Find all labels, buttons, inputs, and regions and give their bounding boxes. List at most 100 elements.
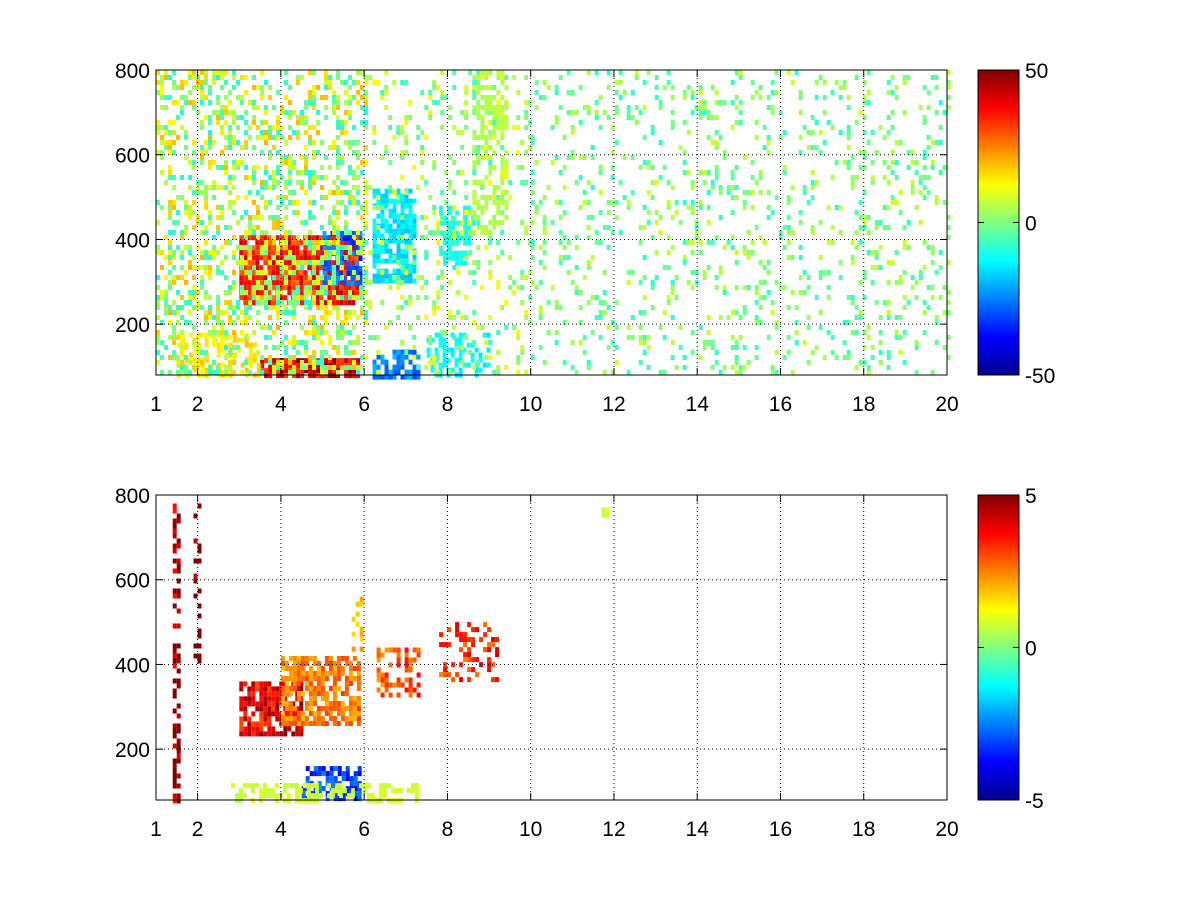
heatmap-cell [184, 210, 188, 215]
heatmap-cell [412, 233, 417, 239]
heatmap-cell [292, 661, 297, 666]
heatmap-cell [534, 90, 539, 95]
heatmap-cell [610, 150, 615, 155]
heatmap-cell [862, 150, 867, 155]
heatmap-cell [380, 193, 385, 199]
heatmap-cell [886, 310, 891, 315]
heatmap-cell [698, 325, 703, 330]
heatmap-cell [488, 315, 493, 320]
heatmap-cell [666, 300, 671, 305]
heatmap-cell [444, 230, 449, 235]
heatmap-cell [216, 310, 220, 315]
heatmap-cell [272, 105, 276, 110]
heatmap-cell [255, 681, 260, 687]
heatmap-cell [463, 652, 468, 658]
heatmap-cell [228, 200, 232, 205]
heatmap-cell [798, 110, 803, 115]
heatmap-cell [642, 225, 647, 230]
heatmap-cell [416, 315, 421, 320]
heatmap-cell [196, 305, 200, 310]
heatmap-cell [483, 632, 488, 638]
heatmap-cell [228, 140, 232, 145]
heatmap-cell [348, 230, 352, 235]
heatmap-cell [204, 320, 208, 325]
heatmap-cell [408, 369, 413, 375]
heatmap-cell [288, 165, 292, 170]
heatmap-cell [264, 280, 268, 285]
heatmap-cell [492, 150, 497, 155]
heatmap-cell [282, 783, 287, 789]
heatmap-cell [698, 115, 703, 120]
heatmap-cell [168, 250, 172, 255]
heatmap-cell [268, 155, 272, 160]
heatmap-cell [228, 320, 232, 325]
heatmap-cell [484, 200, 489, 205]
heatmap-cell [328, 355, 332, 360]
heatmap-cell [432, 210, 437, 215]
heatmap-cell [172, 275, 176, 280]
heatmap-cell [574, 370, 579, 375]
heatmap-cell [638, 340, 643, 345]
heatmap-cell [239, 280, 244, 286]
heatmap-cell [658, 105, 663, 110]
heatmap-cell [288, 160, 292, 165]
heatmap-cell [306, 793, 311, 799]
heatmap-cell [455, 672, 460, 678]
heatmap-cell [160, 105, 164, 110]
heatmap-cell [726, 190, 731, 195]
heatmap-cell [299, 275, 304, 281]
heatmap-cell [392, 135, 397, 140]
heatmap-cell [384, 223, 389, 229]
heatmap-cell [300, 110, 304, 115]
heatmap-cell [491, 637, 496, 643]
heatmap-cell [304, 240, 308, 245]
heatmap-cell [734, 310, 739, 315]
heatmap-cell [252, 165, 256, 170]
heatmap-cell [244, 130, 248, 135]
heatmap-cell [484, 75, 489, 80]
heatmap-cell [746, 190, 751, 195]
heatmap-cell [220, 150, 224, 155]
heatmap-cell [308, 355, 312, 360]
heatmap-cell [670, 85, 675, 90]
heatmap-cell [197, 628, 202, 634]
heatmap-cell [275, 696, 280, 702]
heatmap-cell [408, 245, 413, 250]
heatmap-cell [742, 285, 747, 290]
heatmap-cell [224, 345, 228, 350]
heatmap-cell [282, 798, 287, 804]
heatmap-cell [392, 258, 397, 264]
heatmap-cell [336, 245, 340, 250]
heatmap-cell [328, 310, 332, 315]
heatmap-cell [239, 726, 244, 732]
heatmap-cell [242, 793, 247, 799]
heatmap-cell [352, 706, 357, 711]
heatmap-cell [284, 706, 289, 711]
heatmap-cell [484, 110, 489, 115]
heatmap-cell [324, 195, 328, 200]
heatmap-cell [370, 793, 375, 799]
heatmap-cell [838, 95, 843, 100]
heatmap-cell [392, 275, 397, 280]
heatmap-cell [197, 658, 202, 664]
heatmap-cell [374, 798, 379, 804]
heatmap-cell [392, 198, 397, 204]
heatmap-cell [184, 100, 188, 105]
heatmap-cell [404, 369, 409, 375]
heatmap-cell [914, 205, 919, 210]
heatmap-cell [432, 355, 437, 360]
heatmap-cell [524, 110, 529, 115]
heatmap-cell [814, 345, 819, 350]
heatmap-cell [232, 175, 236, 180]
heatmap-cell [488, 340, 493, 345]
heatmap-cell [216, 100, 220, 105]
heatmap-cell [300, 360, 304, 365]
heatmap-cell [634, 120, 639, 125]
heatmap-cell [455, 210, 460, 216]
heatmap-cell [358, 281, 363, 286]
heatmap-cell [376, 80, 381, 85]
heatmap-cell [304, 260, 308, 265]
heatmap-cell [164, 255, 168, 260]
heatmap-cell [686, 85, 691, 90]
heatmap-cell [602, 270, 607, 275]
